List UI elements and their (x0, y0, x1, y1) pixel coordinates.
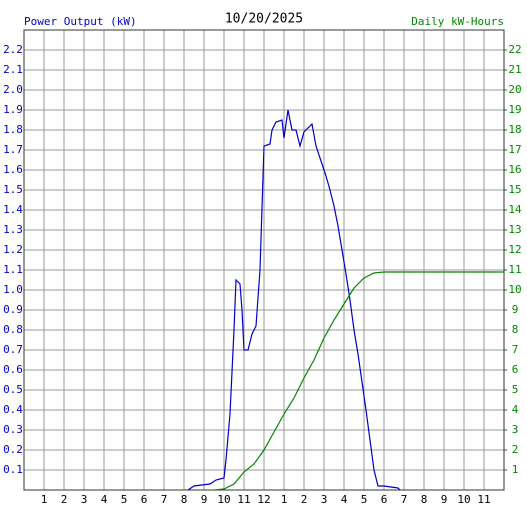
y-tick-label: 1.5 (3, 183, 23, 196)
y2-tick-label: 9 (512, 303, 519, 316)
y2-tick-label: 17 (508, 143, 521, 156)
y-tick-label: 2.1 (3, 63, 23, 76)
x-tick-label: 11 (477, 493, 490, 506)
y2-tick-label: 14 (508, 203, 522, 216)
y2-tick-label: 22 (508, 43, 521, 56)
y-tick-label: 1.4 (3, 203, 23, 216)
x-tick-label: 11 (237, 493, 250, 506)
x-tick-label: 8 (421, 493, 428, 506)
y2-tick-label: 4 (512, 403, 519, 416)
y-tick-label: 1.8 (3, 123, 23, 136)
y2-tick-label: 15 (508, 183, 521, 196)
y-tick-label: 0.1 (3, 463, 23, 476)
x-tick-label: 4 (341, 493, 348, 506)
y2-tick-label: 16 (508, 163, 521, 176)
x-tick-label: 10 (217, 493, 230, 506)
y-tick-label: 0.4 (3, 403, 23, 416)
y-tick-label: 0.7 (3, 343, 23, 356)
y2-tick-label: 1 (512, 463, 519, 476)
y2-tick-label: 13 (508, 223, 521, 236)
x-tick-label: 7 (401, 493, 408, 506)
y-tick-label: 1.9 (3, 103, 23, 116)
y2-tick-label: 18 (508, 123, 521, 136)
x-tick-label: 9 (201, 493, 208, 506)
y-tick-label: 0.8 (3, 323, 23, 336)
y2-tick-label: 5 (512, 383, 519, 396)
x-tick-label: 4 (101, 493, 108, 506)
y-tick-label: 0.5 (3, 383, 23, 396)
y2-tick-label: 21 (508, 63, 521, 76)
x-tick-label: 7 (161, 493, 168, 506)
y-tick-label: 0.6 (3, 363, 23, 376)
plot-border (23, 29, 505, 491)
y2-tick-label: 11 (508, 263, 521, 276)
x-tick-label: 10 (457, 493, 470, 506)
y-tick-label: 2.2 (3, 43, 23, 56)
y-tick-label: 1.1 (3, 263, 23, 276)
y-tick-label: 1.6 (3, 163, 23, 176)
y2-tick-label: 20 (508, 83, 521, 96)
y2-tick-label: 3 (512, 423, 519, 436)
x-tick-label: 1 (281, 493, 288, 506)
y-tick-label: 1.3 (3, 223, 23, 236)
series-line (213, 271, 504, 491)
x-tick-label: 5 (121, 493, 128, 506)
x-tick-label: 2 (61, 493, 68, 506)
y2-tick-label: 6 (512, 363, 519, 376)
y-tick-label: 0.2 (3, 443, 23, 456)
y2-tick-label: 8 (512, 323, 519, 336)
x-tick-label: 6 (381, 493, 388, 506)
y-axis-title: Power Output (kW) (24, 15, 137, 28)
x-tick-label: 8 (181, 493, 188, 506)
y-tick-label: 2.0 (3, 83, 23, 96)
x-tick-label: 12 (257, 493, 270, 506)
y-tick-label: 1.2 (3, 243, 23, 256)
x-tick-label: 3 (81, 493, 88, 506)
x-tick-label: 2 (301, 493, 308, 506)
x-tick-label: 1 (41, 493, 48, 506)
y2-tick-label: 10 (508, 283, 521, 296)
y2-tick-label: 7 (512, 343, 519, 356)
series-line (187, 109, 401, 491)
y-tick-label: 0.9 (3, 303, 23, 316)
x-tick-label: 6 (141, 493, 148, 506)
x-tick-label: 5 (361, 493, 368, 506)
y2-tick-label: 2 (512, 443, 519, 456)
y-tick-label: 1.0 (3, 283, 23, 296)
y2-axis-title: Daily kW-Hours (411, 15, 504, 28)
y2-tick-label: 12 (508, 243, 521, 256)
y-tick-label: 0.3 (3, 423, 23, 436)
y-tick-label: 1.7 (3, 143, 23, 156)
x-tick-label: 3 (321, 493, 328, 506)
x-tick-label: 9 (441, 493, 448, 506)
chart-title: 10/20/2025 (225, 12, 303, 27)
y2-tick-label: 19 (508, 103, 521, 116)
